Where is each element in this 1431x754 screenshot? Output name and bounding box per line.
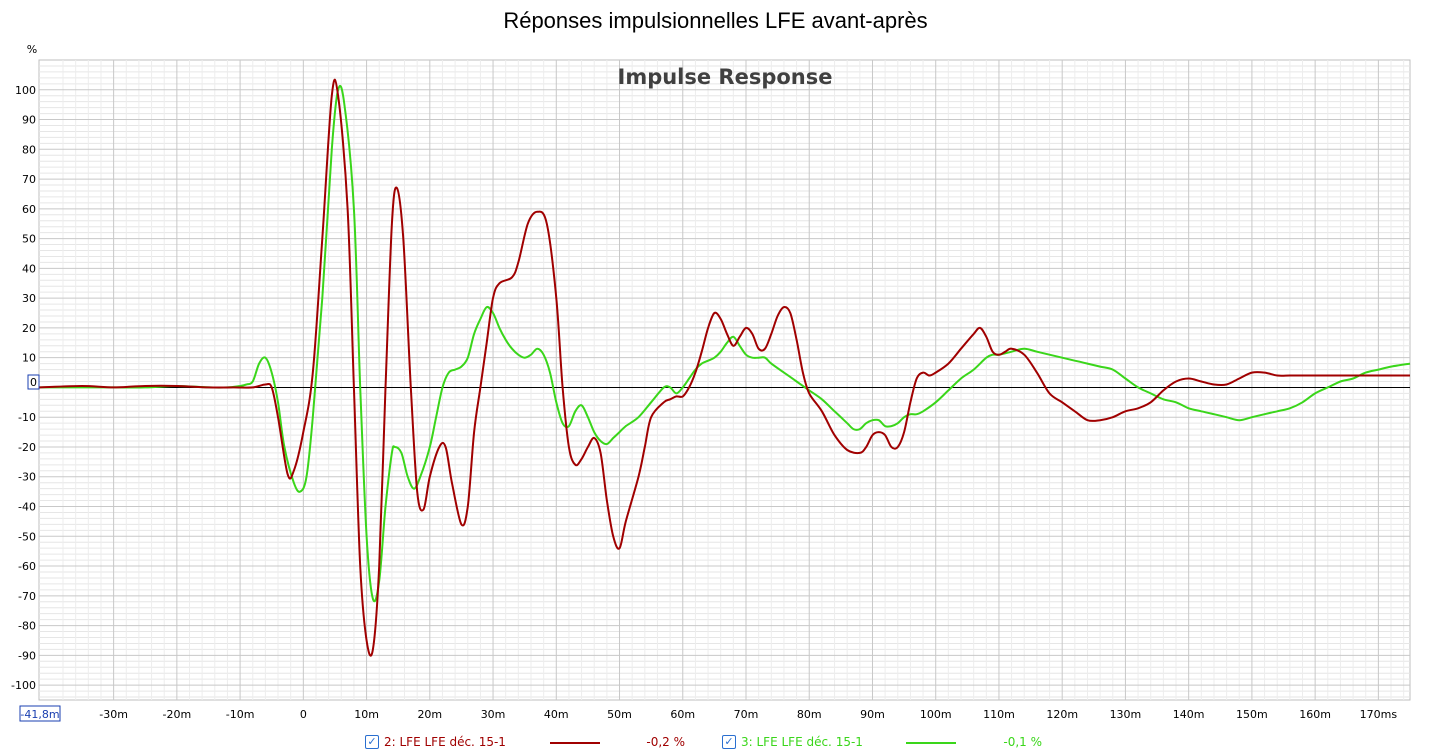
y-axis-unit-label: % xyxy=(27,43,37,56)
series-2-checkbox[interactable]: ✓ xyxy=(365,735,379,749)
y-tick-label: 40 xyxy=(22,262,36,275)
x-tick-label: 20m xyxy=(417,708,442,721)
x-tick-label: 150m xyxy=(1236,708,1268,721)
series-3-checkbox[interactable]: ✓ xyxy=(722,735,736,749)
y-tick-label: -30 xyxy=(18,471,36,484)
x-tick-label: 140m xyxy=(1173,708,1205,721)
x-tick-label: 160m xyxy=(1299,708,1331,721)
y-tick-label: 80 xyxy=(22,143,36,156)
x-start-box[interactable]: -41,8m xyxy=(19,705,61,722)
y-tick-label: 70 xyxy=(22,173,36,186)
x-tick-label: 110m xyxy=(983,708,1015,721)
y-tick-label: 20 xyxy=(22,322,36,335)
y-tick-label: -100 xyxy=(11,679,36,692)
x-tick-label: -10m xyxy=(226,708,255,721)
zero-marker-label: 0 xyxy=(30,376,37,389)
x-tick-label: 0 xyxy=(300,708,307,721)
y-tick-label: 60 xyxy=(22,203,36,216)
series-3-value: -0,1 % xyxy=(1003,735,1042,749)
y-tick-label: -50 xyxy=(18,530,36,543)
x-tick-label: 80m xyxy=(797,708,822,721)
y-tick-label: -10 xyxy=(18,411,36,424)
page-title: Réponses impulsionnelles LFE avant-après xyxy=(503,8,928,33)
plot-background xyxy=(38,59,1411,701)
y-tick-label: -70 xyxy=(18,590,36,603)
series-3-name: 3: LFE LFE déc. 15-1 xyxy=(741,735,863,749)
y-tick-label: 100 xyxy=(15,84,36,97)
x-tick-label: 90m xyxy=(860,708,885,721)
x-tick-label: 70m xyxy=(734,708,759,721)
x-tick-label: 60m xyxy=(670,708,695,721)
x-tick-label: 10m xyxy=(354,708,379,721)
y-tick-label: 30 xyxy=(22,292,36,305)
y-tick-label: -80 xyxy=(18,620,36,633)
x-axis-ticks: -30m -20m -10m 0 10m 20m 30m 40m 50m 60m 70m 80m 90m… xyxy=(99,708,1397,721)
x-tick-label: -20m xyxy=(163,708,192,721)
series-line-2 xyxy=(38,78,1410,657)
series-2-name: 2: LFE LFE déc. 15-1 xyxy=(384,735,506,749)
y-tick-label: -20 xyxy=(18,441,36,454)
series-3-swatch xyxy=(906,742,956,744)
y-tick-label: 50 xyxy=(22,233,36,246)
x-tick-label: 170ms xyxy=(1360,708,1398,721)
zero-marker-box: 0 xyxy=(27,374,40,390)
x-tick-label: 30m xyxy=(481,708,506,721)
y-axis-ticks: -100 -90 -80 -70 -60 -50 -40 -30 -20 -10 10 20 30 40 5… xyxy=(11,84,36,692)
x-tick-label: -30m xyxy=(99,708,128,721)
y-tick-label: 10 xyxy=(22,352,36,365)
y-tick-label: -40 xyxy=(18,501,36,514)
series-2-swatch xyxy=(550,742,600,744)
y-tick-label: -90 xyxy=(18,649,36,662)
x-start-label: -41,8m xyxy=(20,708,59,721)
y-tick-label: -60 xyxy=(18,560,36,573)
x-tick-label: 40m xyxy=(544,708,569,721)
series-layer xyxy=(38,78,1411,657)
minor-grid xyxy=(39,60,1410,700)
chart-title: Impulse Response xyxy=(618,65,833,89)
series-line-3 xyxy=(39,84,1411,603)
x-tick-label: 120m xyxy=(1046,708,1078,721)
series-2-value: -0,2 % xyxy=(646,735,685,749)
x-tick-label: 50m xyxy=(607,708,632,721)
x-tick-label: 130m xyxy=(1110,708,1142,721)
y-tick-label: 90 xyxy=(22,114,36,127)
x-tick-label: 100m xyxy=(920,708,952,721)
